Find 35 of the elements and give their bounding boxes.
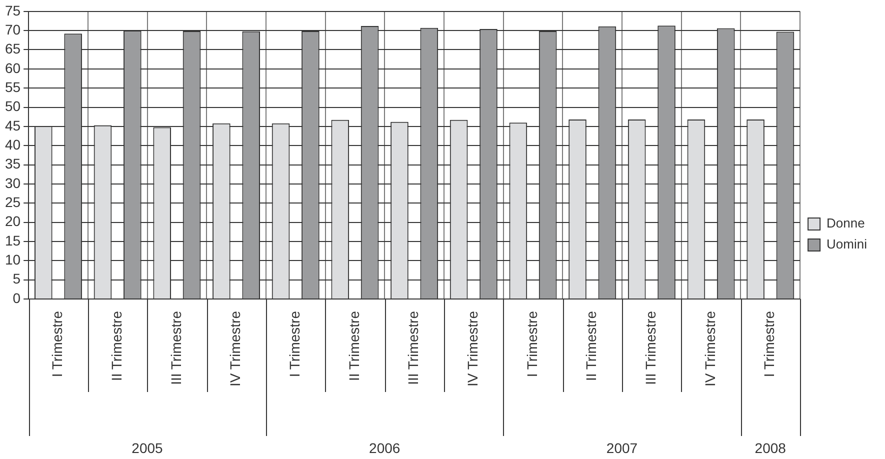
y-tick-label: 20	[4, 213, 21, 230]
legend-label: Donne	[826, 216, 865, 231]
y-tick-label: 40	[4, 136, 21, 152]
x-tick-label: II Trimestre	[346, 310, 362, 382]
text: 2007	[606, 440, 638, 456]
y-tick-label: 70	[4, 21, 21, 38]
x-tick-label: I Trimestre	[49, 310, 66, 378]
y-tick-label: 50	[4, 98, 21, 114]
y-tick-label: 10	[4, 252, 21, 268]
x-tick-label: I Trimestre	[286, 310, 302, 378]
x-tick-label: II Trimestre	[108, 310, 124, 382]
text: 2005	[132, 440, 164, 456]
x-tick-label: I Trimestre	[524, 310, 540, 378]
y-tick-label: 0	[12, 290, 21, 306]
legend-label: Uomini	[826, 236, 868, 252]
x-tick-label: IV Trimestre	[227, 310, 244, 386]
x-tick-label: III Trimestre	[642, 310, 659, 385]
x-tick-label: I Trimestre	[761, 310, 778, 378]
x-tick-label: II Trimestre	[583, 310, 600, 382]
x-tick-label: IV Trimestre	[464, 310, 481, 386]
x-tick-label: III Trimestre	[405, 310, 422, 385]
x-tick-label: III Trimestre	[168, 310, 184, 385]
y-tick-label: 15	[4, 232, 21, 248]
y-tick-label: 30	[4, 174, 21, 191]
x-tick-label: IV Trimestre	[702, 310, 718, 386]
y-tick-label: 60	[4, 60, 21, 76]
text: 2006	[369, 440, 400, 456]
y-tick-label: 65	[4, 40, 21, 57]
y-tick-label: 25	[4, 194, 21, 210]
y-tick-label: 35	[4, 156, 21, 172]
y-tick-label: 75	[4, 2, 21, 18]
y-tick-label: 45	[4, 117, 21, 134]
text: 2008	[754, 440, 786, 456]
y-tick-label: 55	[4, 78, 21, 95]
y-tick-label: 5	[12, 270, 21, 287]
